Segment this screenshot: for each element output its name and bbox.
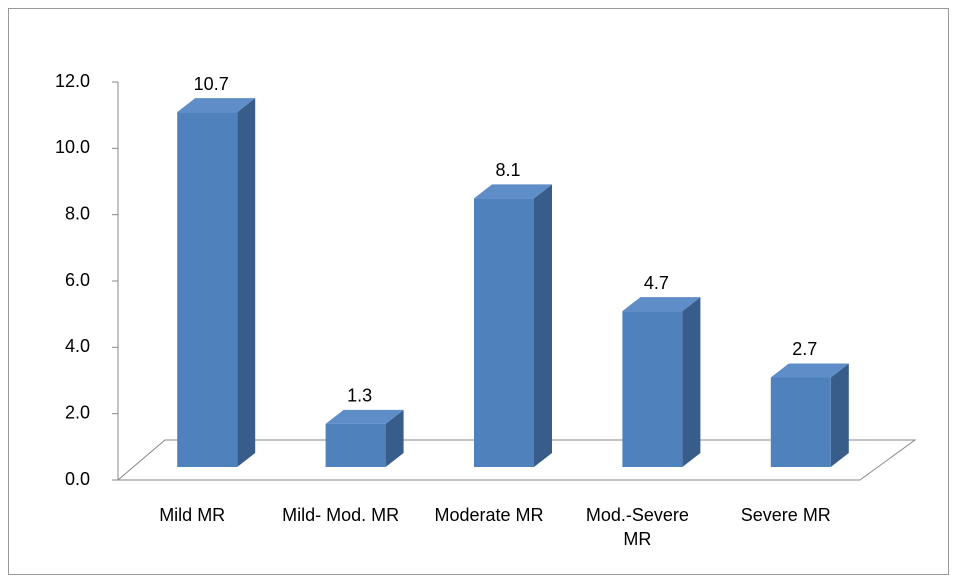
- x-tick-label: Severe MR: [740, 505, 831, 525]
- value-label: 8.1: [495, 160, 520, 180]
- bar-top: [177, 98, 256, 113]
- bar: [474, 184, 552, 467]
- bar: [325, 409, 404, 467]
- bar-side: [682, 297, 701, 467]
- y-tick-label: 2.0: [65, 402, 90, 422]
- bar-side: [534, 184, 552, 467]
- y-tick-label: 12.0: [55, 71, 90, 91]
- y-tick-label: 6.0: [65, 270, 90, 290]
- y-tick-label: 8.0: [65, 203, 90, 223]
- value-label: 2.7: [792, 339, 817, 359]
- bar-top: [474, 184, 552, 199]
- y-tick-label: 4.0: [65, 336, 90, 356]
- value-label: 1.3: [347, 386, 372, 406]
- bar-side: [385, 409, 404, 467]
- bar-side: [830, 363, 849, 467]
- y-tick-label: 10.0: [55, 137, 90, 157]
- bar-front: [770, 377, 831, 467]
- bar: [622, 297, 701, 467]
- bar-front: [325, 423, 386, 467]
- bar-top: [622, 297, 701, 312]
- x-tick-label: Moderate MR: [434, 505, 544, 525]
- bar-top: [770, 363, 849, 378]
- bar-front: [474, 198, 534, 467]
- y-tick-label: 0.0: [65, 469, 90, 489]
- bar-side: [237, 98, 256, 467]
- value-label: 10.7: [194, 74, 229, 94]
- bar: [770, 363, 849, 467]
- x-tick-label: Mild- Mod. MR: [282, 505, 400, 525]
- bar-front: [177, 112, 238, 467]
- x-tick-label: Mild MR: [159, 505, 226, 525]
- floor: [116, 439, 917, 481]
- chart-border: [8, 8, 949, 575]
- x-tick-label: Mod.-Severe MR: [585, 505, 689, 549]
- bar-top: [325, 409, 404, 424]
- bar-front: [622, 311, 683, 467]
- bar: [177, 98, 256, 467]
- value-label: 4.7: [644, 273, 669, 293]
